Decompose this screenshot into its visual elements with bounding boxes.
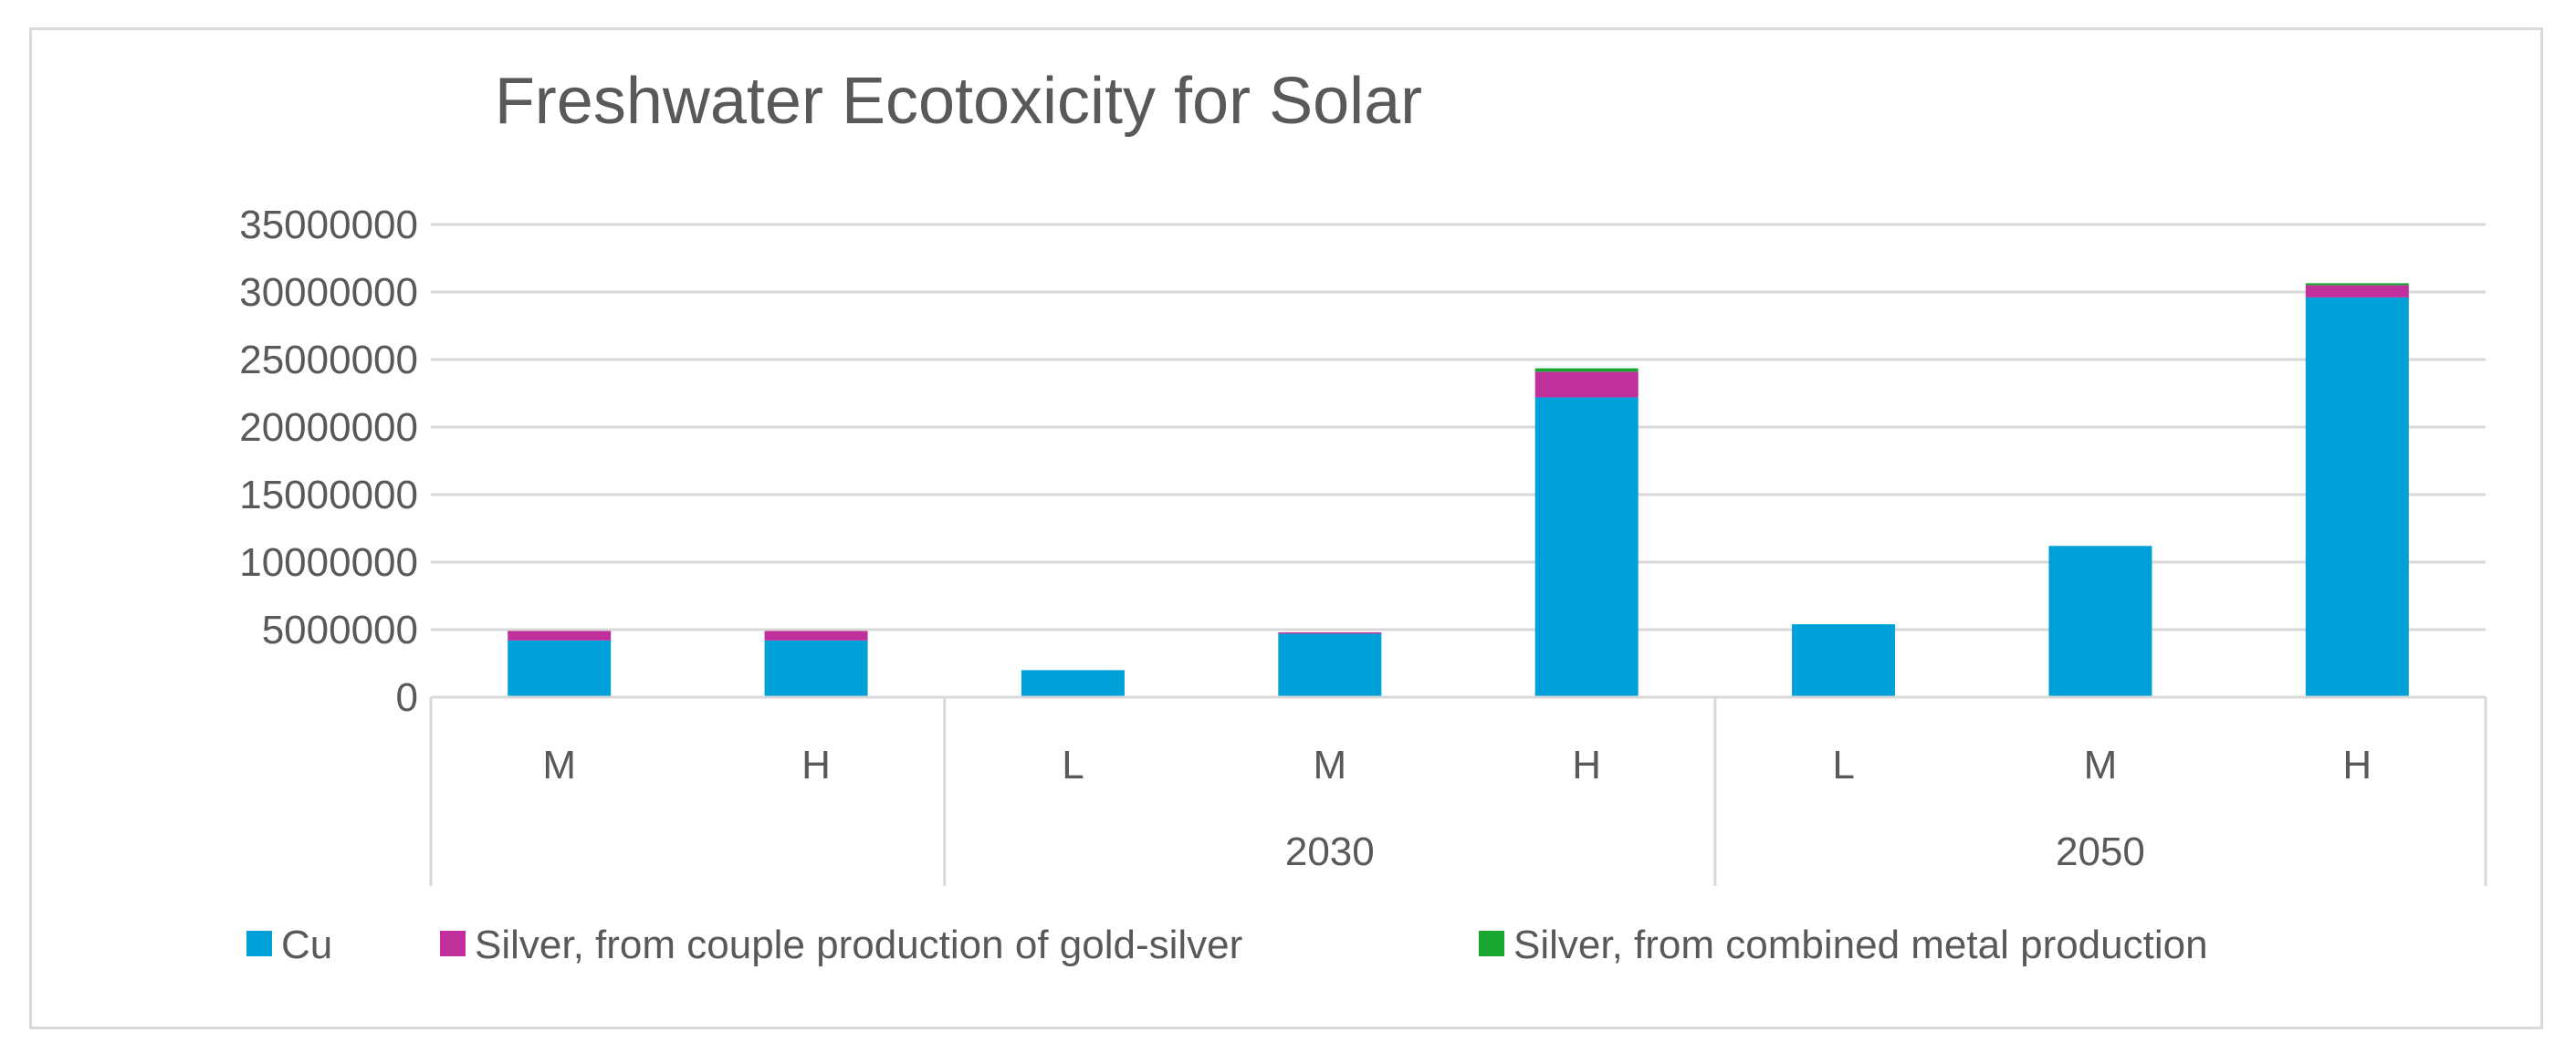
legend-label: Cu [281, 923, 332, 967]
legend-swatch [440, 931, 466, 956]
x-tick-label: H [1572, 743, 1601, 788]
y-tick-label: 30000000 [239, 270, 418, 315]
chart-canvas: Freshwater Ecotoxicity for Solar 0 500000… [239, 65, 2487, 967]
y-tick-label: 15000000 [239, 473, 418, 517]
bars [508, 283, 2409, 697]
bar-segment-series-3 [2305, 283, 2409, 286]
y-tick-label: 20000000 [239, 405, 418, 450]
bar-segment-series-2 [508, 631, 612, 641]
x-tick-label: L [1062, 743, 1084, 788]
x-tick-label: M [542, 743, 576, 788]
group-label: 2030 [1285, 829, 1375, 874]
x-tick-label: M [1313, 743, 1346, 788]
legend-swatch [1479, 931, 1504, 956]
bar-segment-series-3 [1534, 368, 1639, 372]
bar-segment-series-1 [2305, 297, 2409, 697]
bar-segment-series-2 [764, 631, 868, 641]
bar-segment-series-1 [764, 640, 868, 697]
group-label: 2050 [2056, 829, 2145, 874]
y-tick-label: 35000000 [239, 203, 418, 247]
x-tick-label: L [1832, 743, 1854, 788]
y-tick-label: 10000000 [239, 540, 418, 585]
chart-title: Freshwater Ecotoxicity for Solar [495, 65, 1422, 138]
legend-swatch [246, 931, 272, 956]
bar-segment-series-1 [1021, 670, 1125, 697]
chart-frame: Freshwater Ecotoxicity for Solar 0 500000… [29, 27, 2543, 1029]
axes: 0 5000000 10000000 15000000 20000000 25000000… [239, 203, 2487, 886]
x-tick-label: H [2342, 743, 2372, 788]
legend-label: Silver, from couple production of gold-s… [475, 923, 1242, 967]
legend: Cu Silver, from couple production of gold… [246, 923, 2208, 967]
x-tick-label: M [2084, 743, 2118, 788]
bar-segment-series-1 [1278, 633, 1382, 697]
y-tick-label: 5000000 [262, 608, 418, 652]
bar-segment-series-2 [2305, 285, 2409, 297]
bar-segment-series-1 [1534, 397, 1639, 697]
grid-lines [431, 223, 2486, 631]
bar-segment-series-1 [508, 640, 612, 697]
bar-segment-series-1 [2048, 546, 2152, 697]
x-tick-label: H [801, 743, 831, 788]
y-tick-label: 0 [396, 675, 418, 720]
legend-label: Silver, from combined metal production [1513, 923, 2208, 967]
bar-segment-series-2 [1278, 631, 1382, 634]
y-tick-label: 25000000 [239, 338, 418, 382]
bar-segment-series-2 [1534, 371, 1639, 398]
bar-segment-series-1 [1792, 624, 1896, 697]
